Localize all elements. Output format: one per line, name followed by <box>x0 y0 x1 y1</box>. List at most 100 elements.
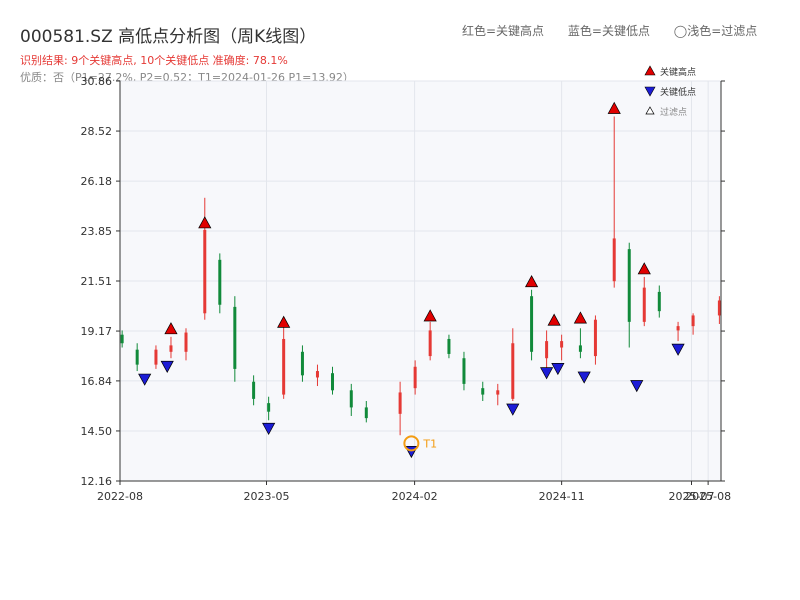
legend-filtered-icon <box>645 106 655 115</box>
candle-body <box>428 330 432 357</box>
candle <box>578 328 582 359</box>
candle <box>676 321 680 342</box>
candle <box>300 345 304 382</box>
candle <box>282 326 286 399</box>
candle-body <box>398 392 402 414</box>
legend-high-icon <box>644 65 656 76</box>
candle <box>413 360 417 395</box>
result-line: 识别结果: 9个关键高点, 10个关键低点 准确度: 78.1% <box>20 54 288 67</box>
candle-body <box>676 326 680 331</box>
annotation-circle <box>403 435 420 452</box>
candle <box>233 296 237 382</box>
x-tick-label: 2023-05 <box>244 490 290 503</box>
candle-body <box>154 349 158 365</box>
y-tick-label: 16.84 <box>81 375 113 388</box>
key-high-marker <box>573 311 587 324</box>
candle-body <box>413 366 417 389</box>
candle-body <box>545 341 549 359</box>
candle <box>218 253 222 314</box>
candle <box>593 315 597 365</box>
candle <box>612 116 616 288</box>
y-tick-label: 26.18 <box>81 175 113 188</box>
key-high-marker <box>198 216 212 229</box>
y-tick-label: 19.17 <box>81 325 113 338</box>
candle-body <box>481 388 485 395</box>
candle-body <box>560 341 564 348</box>
candle-body <box>612 238 616 282</box>
x-tick-label: 2024-11 <box>539 490 585 503</box>
candle-body <box>330 373 334 391</box>
candle <box>447 334 451 359</box>
top-legend-low: 蓝色=关键低点 <box>567 24 650 38</box>
y-tick-label: 23.85 <box>81 225 113 238</box>
key-high-marker <box>277 315 291 328</box>
key-high-marker <box>423 309 437 322</box>
candle-body <box>282 338 286 395</box>
candle-body <box>184 332 188 352</box>
key-low-marker <box>551 363 565 376</box>
candle-body <box>203 229 207 314</box>
candle <box>481 381 485 401</box>
candle <box>462 351 466 391</box>
key-low-marker <box>262 422 276 435</box>
candle <box>627 242 631 348</box>
y-tick-label: 28.52 <box>81 125 113 138</box>
key-low-marker <box>671 343 685 356</box>
candles <box>120 116 721 436</box>
candle <box>364 401 368 423</box>
key-high-marker <box>607 101 621 114</box>
key-low-marker <box>540 367 554 380</box>
key-low-marker <box>138 373 152 386</box>
candle-body <box>691 315 695 327</box>
candle <box>252 375 256 406</box>
key-high-marker <box>547 313 561 326</box>
candle <box>154 345 158 369</box>
candle-body <box>300 351 304 376</box>
key-low-marker <box>577 371 591 384</box>
candle-body <box>349 390 353 408</box>
candle <box>717 296 721 324</box>
candle <box>691 313 695 335</box>
chart-legend: 关键高点 关键低点 过滤点 <box>644 65 696 118</box>
candle-body <box>462 358 466 384</box>
x-ticks: 2022-08 2023-05 2024-02 2024-11 2025-072025-… <box>97 481 731 503</box>
candle <box>657 285 661 318</box>
key-low-marker <box>630 380 644 393</box>
y-tick-label: 21.51 <box>81 275 113 288</box>
candle <box>267 396 271 421</box>
legend-high-label: 关键高点 <box>660 66 696 78</box>
x-tick-label: 2025-08 <box>685 490 731 503</box>
candle <box>545 330 549 372</box>
candle <box>560 334 564 361</box>
key-high-marker <box>637 262 651 275</box>
candle-body <box>578 345 582 352</box>
candle-body <box>267 403 271 412</box>
key-high-markers <box>164 101 651 335</box>
candle-body <box>169 345 173 352</box>
annotation-label: T1 <box>422 437 437 450</box>
candle-body <box>252 381 256 399</box>
candle-body <box>218 259 222 305</box>
candle-body <box>717 300 721 316</box>
y-tick-label: 14.50 <box>81 425 113 438</box>
key-low-marker <box>506 403 520 416</box>
key-high-marker <box>164 322 178 335</box>
candle <box>315 364 319 387</box>
candle <box>496 383 500 406</box>
x-tick-label: 2025-07 <box>669 490 715 503</box>
y-ticks: 12.16 14.50 16.84 19.17 21.51 23.85 26.18 28.52… <box>81 75 725 488</box>
candle-body <box>496 390 500 395</box>
candle-body <box>627 249 631 322</box>
candle-body <box>593 319 597 357</box>
candle-body <box>135 349 139 365</box>
candle <box>135 343 139 372</box>
candle <box>330 366 334 395</box>
candle-body <box>530 296 534 352</box>
x-tick-label: 2024-02 <box>392 490 438 503</box>
key-low-marker <box>160 360 174 373</box>
y-tick-label: 12.16 <box>81 475 113 488</box>
candle-body <box>120 334 124 344</box>
legend-low-label: 关键低点 <box>660 86 696 98</box>
candle <box>530 289 534 361</box>
